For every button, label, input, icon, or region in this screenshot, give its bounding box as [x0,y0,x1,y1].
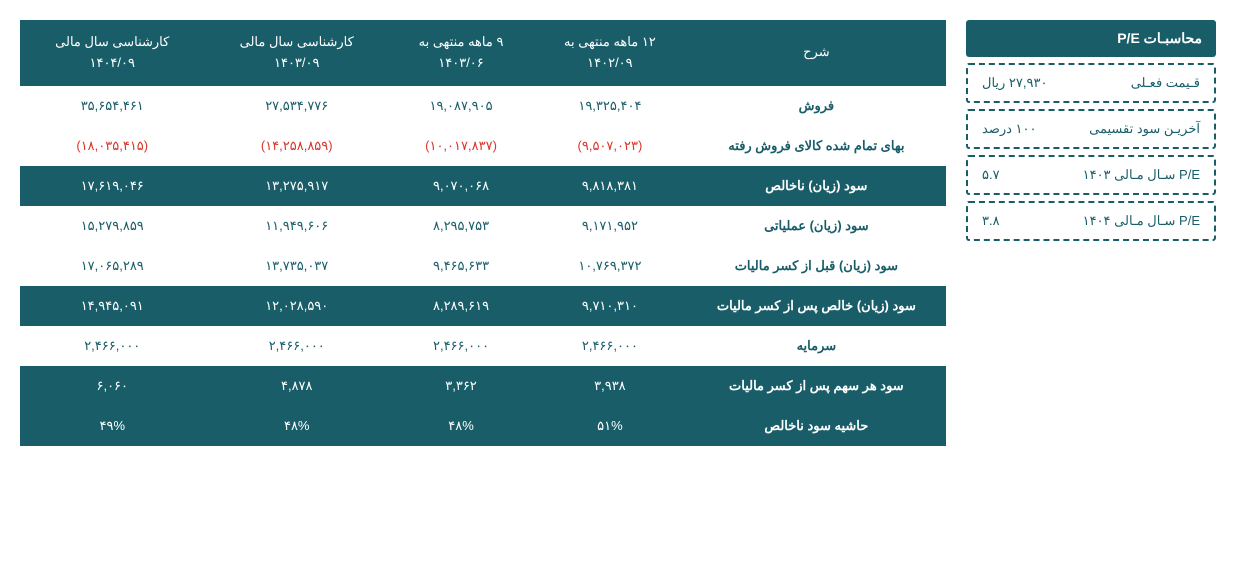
cell-value: ۹,۴۶۵,۶۳۳ [389,246,533,286]
row-label: سود (زیان) قبل از کسر مالیات [687,246,946,286]
cell-value: ۱۳,۲۷۵,۹۱۷ [205,166,389,206]
pe-sidebar: محاسبـات P/E قـیمت فعـلی ۲۷,۹۳۰ ریال آخر… [966,20,1216,241]
cell-value: (۹,۵۰۷,۰۲۳) [533,126,687,166]
cell-value: ۹,۸۱۸,۳۸۱ [533,166,687,206]
cell-value: ۴۸% [205,406,389,446]
row-label: بهای تمام شده کالای فروش رفته [687,126,946,166]
row-label: سود (زیان) خالص پس از کسر مالیات [687,286,946,326]
row-label: سرمایه [687,326,946,366]
pe-row-1403: P/E سـال مـالی ۱۴۰۳ ۵.۷ [966,155,1216,195]
cell-value: ۱۷,۰۶۵,۲۸۹ [20,246,205,286]
cell-value: ۶,۰۶۰ [20,366,205,406]
cell-value: ۹,۰۷۰,۰۶۸ [389,166,533,206]
table-row: حاشیه سود ناخالص۵۱%۴۸%۴۸%۴۹% [20,406,946,446]
table-row: سود (زیان) عملیاتی۹,۱۷۱,۹۵۲۸,۲۹۵,۷۵۳۱۱,۹… [20,206,946,246]
table-row: سود (زیان) ناخالص۹,۸۱۸,۳۸۱۹,۰۷۰,۰۶۸۱۳,۲۷… [20,166,946,206]
col-1403: کارشناسی سال مالی۱۴۰۳/۰۹ [205,20,389,86]
cell-value: (۱۰,۰۱۷,۸۳۷) [389,126,533,166]
row-label: حاشیه سود ناخالص [687,406,946,446]
pe-label: P/E سـال مـالی ۱۴۰۳ [1083,167,1200,183]
cell-value: ۴۸% [389,406,533,446]
pe-row-price: قـیمت فعـلی ۲۷,۹۳۰ ریال [966,63,1216,103]
cell-value: ۱۹,۳۲۵,۴۰۴ [533,86,687,126]
row-label: سود (زیان) ناخالص [687,166,946,206]
cell-value: ۱۵,۲۷۹,۸۵۹ [20,206,205,246]
row-label: سود (زیان) عملیاتی [687,206,946,246]
cell-value: ۸,۲۹۵,۷۵۳ [389,206,533,246]
cell-value: ۲,۴۶۶,۰۰۰ [20,326,205,366]
pe-label: P/E سـال مـالی ۱۴۰۴ [1083,213,1200,229]
cell-value: ۱۰,۷۶۹,۳۷۲ [533,246,687,286]
cell-value: ۳,۹۳۸ [533,366,687,406]
table-header: شرح ۱۲ ماهه منتهی به۱۴۰۲/۰۹ ۹ ماهه منتهی… [20,20,946,86]
table-body: فروش۱۹,۳۲۵,۴۰۴۱۹,۰۸۷,۹۰۵۲۷,۵۳۴,۷۷۶۳۵,۶۵۴… [20,86,946,446]
pe-header: محاسبـات P/E [966,20,1216,57]
pe-row-dividend: آخریـن سود تقسیمی ۱۰۰ درصد [966,109,1216,149]
cell-value: ۱۴,۹۴۵,۰۹۱ [20,286,205,326]
cell-value: ۲,۴۶۶,۰۰۰ [205,326,389,366]
cell-value: ۵۱% [533,406,687,446]
layout-container: محاسبـات P/E قـیمت فعـلی ۲۷,۹۳۰ ریال آخر… [20,20,1216,446]
cell-value: ۲۷,۵۳۴,۷۷۶ [205,86,389,126]
cell-value: ۱۳,۷۳۵,۰۳۷ [205,246,389,286]
table-row: سود (زیان) خالص پس از کسر مالیات۹,۷۱۰,۳۱… [20,286,946,326]
row-label: سود هر سهم پس از کسر مالیات [687,366,946,406]
cell-value: ۲,۴۶۶,۰۰۰ [389,326,533,366]
cell-value: ۳۵,۶۵۴,۴۶۱ [20,86,205,126]
cell-value: ۱۱,۹۴۹,۶۰۶ [205,206,389,246]
pe-label: قـیمت فعـلی [1131,75,1200,91]
pe-row-1404: P/E سـال مـالی ۱۴۰۴ ۳.۸ [966,201,1216,241]
cell-value: ۱۲,۰۲۸,۵۹۰ [205,286,389,326]
table-row: سود (زیان) قبل از کسر مالیات۱۰,۷۶۹,۳۷۲۹,… [20,246,946,286]
col-12m: ۱۲ ماهه منتهی به۱۴۰۲/۰۹ [533,20,687,86]
pe-value: ۳.۸ [982,213,1000,229]
cell-value: (۱۸,۰۳۵,۴۱۵) [20,126,205,166]
pe-value: ۱۰۰ درصد [982,121,1037,137]
table-row: بهای تمام شده کالای فروش رفته(۹,۵۰۷,۰۲۳)… [20,126,946,166]
pe-value: ۵.۷ [982,167,1000,183]
cell-value: ۹,۱۷۱,۹۵۲ [533,206,687,246]
cell-value: ۳,۳۶۲ [389,366,533,406]
col-desc: شرح [687,20,946,86]
cell-value: (۱۴,۲۵۸,۸۵۹) [205,126,389,166]
table-row: سرمایه۲,۴۶۶,۰۰۰۲,۴۶۶,۰۰۰۲,۴۶۶,۰۰۰۲,۴۶۶,۰… [20,326,946,366]
cell-value: ۱۷,۶۱۹,۰۴۶ [20,166,205,206]
table-row: فروش۱۹,۳۲۵,۴۰۴۱۹,۰۸۷,۹۰۵۲۷,۵۳۴,۷۷۶۳۵,۶۵۴… [20,86,946,126]
row-label: فروش [687,86,946,126]
col-9m: ۹ ماهه منتهی به۱۴۰۳/۰۶ [389,20,533,86]
cell-value: ۱۹,۰۸۷,۹۰۵ [389,86,533,126]
cell-value: ۲,۴۶۶,۰۰۰ [533,326,687,366]
col-1404: کارشناسی سال مالی۱۴۰۴/۰۹ [20,20,205,86]
cell-value: ۴,۸۷۸ [205,366,389,406]
cell-value: ۴۹% [20,406,205,446]
cell-value: ۸,۲۸۹,۶۱۹ [389,286,533,326]
pe-value: ۲۷,۹۳۰ ریال [982,75,1047,91]
cell-value: ۹,۷۱۰,۳۱۰ [533,286,687,326]
table-row: سود هر سهم پس از کسر مالیات۳,۹۳۸۳,۳۶۲۴,۸… [20,366,946,406]
pe-label: آخریـن سود تقسیمی [1089,121,1200,137]
financial-table: شرح ۱۲ ماهه منتهی به۱۴۰۲/۰۹ ۹ ماهه منتهی… [20,20,946,446]
